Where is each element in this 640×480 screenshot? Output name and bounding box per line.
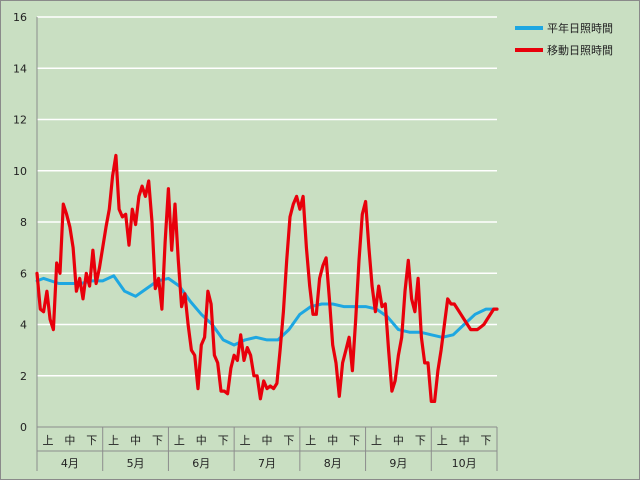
x-sub-label-18: 上 <box>437 434 448 447</box>
y-tick-labels: 0 2 4 6 8 10 12 14 16 <box>13 11 27 434</box>
x-sub-label-2: 下 <box>86 434 97 447</box>
x-sub-label-9: 上 <box>240 434 251 447</box>
x-sub-label-15: 上 <box>371 434 382 447</box>
x-month-label-0: 4月 <box>61 457 79 470</box>
x-month-label-2: 6月 <box>192 457 210 470</box>
y-tick-label-2: 4 <box>20 319 27 332</box>
x-sub-label-0: 上 <box>42 434 53 447</box>
x-month-label-1: 5月 <box>127 457 145 470</box>
series-lines <box>35 153 499 403</box>
series-line-0 <box>35 274 499 347</box>
y-tick-label-5: 10 <box>13 165 27 178</box>
x-sub-label-5: 下 <box>152 434 163 447</box>
grid-lines <box>37 16 497 377</box>
y-tick-label-3: 6 <box>20 267 27 280</box>
x-sub-label-11: 下 <box>283 434 294 447</box>
x-sub-label-20: 下 <box>481 434 492 447</box>
x-month-label-4: 8月 <box>324 457 342 470</box>
x-month-label-3: 7月 <box>258 457 276 470</box>
x-sub-label-13: 中 <box>327 434 338 447</box>
y-tick-label-0: 0 <box>20 421 27 434</box>
x-tick-labels: 上中下4月上中下5月上中下6月上中下7月上中下8月上中下9月上中下10月 <box>42 434 491 470</box>
x-month-label-6: 10月 <box>452 457 477 470</box>
x-sub-label-12: 上 <box>305 434 316 447</box>
legend-label-0: 平年日照時間 <box>547 21 613 35</box>
x-sub-label-19: 中 <box>459 434 470 447</box>
y-tick-label-4: 8 <box>20 216 27 229</box>
x-sub-label-1: 中 <box>64 434 75 447</box>
x-sub-label-7: 中 <box>196 434 207 447</box>
axes <box>36 17 498 471</box>
y-tick-label-1: 2 <box>20 370 27 383</box>
x-sub-label-10: 中 <box>262 434 273 447</box>
x-sub-label-4: 中 <box>130 434 141 447</box>
x-sub-label-14: 下 <box>349 434 360 447</box>
y-tick-label-6: 12 <box>13 114 27 127</box>
x-sub-label-6: 上 <box>174 434 185 447</box>
y-tick-label-8: 16 <box>13 11 27 24</box>
x-sub-label-8: 下 <box>218 434 229 447</box>
x-sub-label-3: 上 <box>108 434 119 447</box>
x-sub-label-17: 下 <box>415 434 426 447</box>
legend-label-1: 移動日照時間 <box>547 43 613 57</box>
x-month-label-5: 9月 <box>389 457 407 470</box>
y-tick-label-7: 14 <box>13 62 27 75</box>
x-sub-label-16: 中 <box>393 434 404 447</box>
series-line-1 <box>35 153 499 403</box>
